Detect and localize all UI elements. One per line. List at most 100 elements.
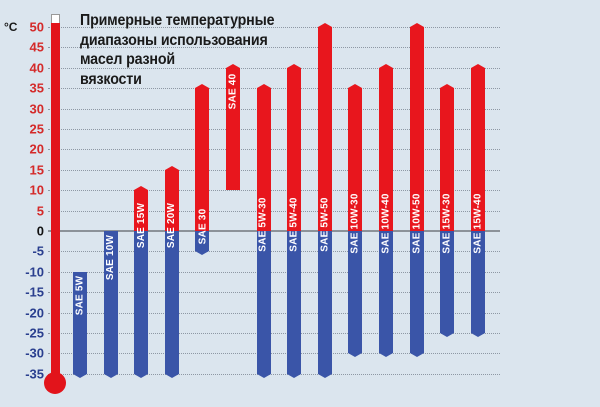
bar-label-container: SAE 15W <box>134 203 148 248</box>
bar-hot-segment <box>226 67 240 191</box>
bar-sae-10w-30: SAE 10W-30 <box>348 84 363 358</box>
bar-bottom-arrow-icon <box>317 373 332 378</box>
bar-label-container: SAE 10W-40 <box>379 193 393 255</box>
bar-label-container: SAE 5W-40 <box>287 196 301 252</box>
bar-hot-segment <box>317 27 332 231</box>
bar-sae-15w-40: SAE 15W-40 <box>470 63 485 337</box>
bar-cold-segment <box>287 230 302 374</box>
bar-label-container: SAE 15W-40 <box>471 193 485 255</box>
gridline <box>48 312 500 314</box>
y-tick-label: 10 <box>29 182 44 198</box>
bar-top-arrow-icon <box>440 84 455 89</box>
bar-label-container: SAE 15W-30 <box>440 193 454 255</box>
bar-bottom-arrow-icon <box>256 373 271 378</box>
y-tick-label: 0 <box>36 223 44 239</box>
bar-label: SAE 5W-30 <box>258 197 270 252</box>
bar-sae-5w-50: SAE 5W-50 <box>317 23 332 378</box>
bar-bottom-arrow-icon <box>409 353 424 358</box>
bar-label: SAE 5W <box>74 275 86 316</box>
bar-label: SAE 15W-40 <box>472 193 484 254</box>
y-tick-label: -10 <box>25 264 44 280</box>
bar-top-arrow-icon <box>256 84 271 89</box>
gridline <box>48 129 500 130</box>
title-line: Примерные температурные <box>80 12 275 29</box>
bar-sae-40: SAE 40 <box>226 63 240 191</box>
gridline <box>48 210 500 212</box>
bar-top-arrow-icon <box>134 186 149 191</box>
y-tick-label: 35 <box>29 80 44 96</box>
bar-cold-segment <box>317 231 332 374</box>
zero-line <box>48 230 500 232</box>
bar-bottom-arrow-icon <box>287 373 302 378</box>
bar-hot-segment <box>470 67 485 231</box>
bar-label: SAE 20W <box>166 202 178 249</box>
y-tick-label: 30 <box>29 101 44 117</box>
gridline <box>48 88 500 90</box>
gridline <box>48 271 500 273</box>
bar-bottom-arrow-icon <box>73 373 87 378</box>
bar-top-arrow-icon <box>379 63 393 68</box>
bar-top-arrow-icon <box>409 23 424 27</box>
y-tick-label: -25 <box>25 325 44 341</box>
title-line: вязкости <box>80 70 142 88</box>
y-tick-label: -5 <box>32 243 44 259</box>
title-line: диапазоны использования <box>80 31 268 49</box>
bar-hot-segment <box>409 27 424 231</box>
bar-sae-5w-40: SAE 5W-40 <box>287 63 302 378</box>
bar-top-arrow-icon <box>348 84 363 89</box>
gridline <box>48 333 500 334</box>
bar-top-arrow-icon <box>164 165 179 170</box>
bar-hot-segment <box>256 88 271 231</box>
bar-label: SAE 5W-50 <box>319 197 331 252</box>
bar-bottom-arrow-icon <box>164 373 179 378</box>
bar-hot-segment <box>348 88 363 231</box>
bar-cold-segment <box>195 230 210 252</box>
y-tick-label: 40 <box>29 60 44 76</box>
bar-sae-10w-50: SAE 10W-50 <box>409 23 424 358</box>
bar-cold-segment <box>134 230 149 374</box>
y-tick-label: -35 <box>25 366 44 382</box>
bar-label-container: SAE 10W <box>104 235 118 280</box>
bar-label: SAE 10W-40 <box>380 193 392 254</box>
y-tick-label: 45 <box>29 39 44 55</box>
bar-bottom-arrow-icon <box>195 251 210 256</box>
bar-label-container: SAE 20W <box>165 203 179 248</box>
y-tick-label: -20 <box>25 305 44 321</box>
bar-cold-segment <box>470 230 485 333</box>
bar-bottom-arrow-icon <box>134 373 149 378</box>
gridline <box>48 292 500 294</box>
gridline <box>48 47 500 49</box>
bar-top-arrow-icon <box>226 63 240 68</box>
bar-cold-segment <box>73 271 87 374</box>
bar-label-container: SAE 5W <box>73 276 87 316</box>
bar-label: SAE 10W <box>105 234 117 281</box>
bar-cold-segment <box>256 230 271 374</box>
bar-hot-segment <box>287 67 302 231</box>
bar-label-container: SAE 5W-50 <box>318 196 332 252</box>
bar-sae-5w: SAE 5W <box>73 271 87 378</box>
gridline <box>48 373 500 375</box>
bar-sae-15w-30: SAE 15W-30 <box>440 84 455 337</box>
bar-bottom-arrow-icon <box>379 353 393 358</box>
bar-sae-10w: SAE 10W <box>103 231 118 378</box>
y-tick-label: 15 <box>29 162 44 178</box>
y-tick-label: -15 <box>25 284 44 300</box>
bar-label-container: SAE 30 <box>195 206 209 246</box>
bar-sae-15w: SAE 15W <box>134 186 149 378</box>
y-tick-label: 50 <box>29 19 44 35</box>
bar-label-container: SAE 10W-50 <box>410 193 424 255</box>
bar-sae-20w: SAE 20W <box>164 165 179 378</box>
y-tick-label: 20 <box>29 141 44 157</box>
y-tick-label: -30 <box>25 345 44 361</box>
bar-label-container: SAE 10W-30 <box>348 193 362 255</box>
bar-label: SAE 10W-30 <box>349 193 361 254</box>
gridline <box>48 27 500 28</box>
bar-sae-30: SAE 30 <box>195 84 210 256</box>
gridline <box>48 108 500 110</box>
unit-label: °C <box>4 20 18 34</box>
bar-cold-segment <box>103 231 118 374</box>
gridline <box>48 190 500 192</box>
bar-label: SAE 15W-30 <box>441 193 453 254</box>
bar-sae-5w-30: SAE 5W-30 <box>256 84 271 378</box>
bar-label: SAE 5W-40 <box>288 197 300 252</box>
